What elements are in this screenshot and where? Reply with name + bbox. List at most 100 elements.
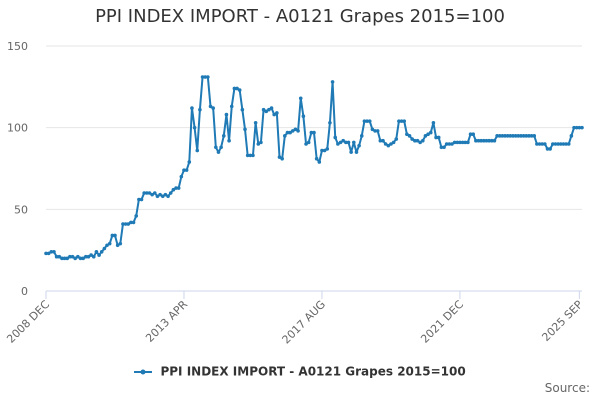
data-point[interactable] bbox=[179, 174, 184, 179]
data-point[interactable] bbox=[444, 142, 449, 146]
data-point[interactable] bbox=[115, 243, 120, 248]
data-point[interactable] bbox=[52, 250, 56, 254]
data-point[interactable] bbox=[256, 142, 261, 146]
data-point[interactable] bbox=[357, 143, 361, 148]
data-point[interactable] bbox=[221, 134, 226, 138]
data-point[interactable] bbox=[330, 80, 335, 84]
data-point[interactable] bbox=[195, 148, 200, 153]
data-point[interactable] bbox=[277, 155, 282, 159]
data-point[interactable] bbox=[497, 134, 502, 138]
data-point[interactable] bbox=[455, 140, 460, 145]
data-point[interactable] bbox=[54, 254, 59, 259]
data-point[interactable] bbox=[328, 120, 332, 125]
data-point[interactable] bbox=[558, 142, 563, 146]
data-point[interactable] bbox=[580, 125, 584, 130]
data-point[interactable] bbox=[280, 156, 284, 161]
data-point[interactable] bbox=[349, 150, 353, 154]
data-point[interactable] bbox=[243, 127, 247, 132]
data-point[interactable] bbox=[407, 134, 412, 138]
data-point[interactable] bbox=[158, 192, 162, 197]
data-point[interactable] bbox=[240, 107, 245, 112]
data-point[interactable] bbox=[203, 75, 208, 79]
data-point[interactable] bbox=[113, 233, 117, 238]
data-point[interactable] bbox=[415, 138, 420, 143]
data-point[interactable] bbox=[487, 138, 491, 143]
data-point[interactable] bbox=[325, 147, 330, 151]
data-point[interactable] bbox=[182, 168, 186, 172]
data-series[interactable] bbox=[44, 75, 584, 261]
data-point[interactable] bbox=[545, 147, 550, 151]
data-point[interactable] bbox=[359, 134, 364, 138]
data-point[interactable] bbox=[57, 254, 62, 259]
series-line[interactable] bbox=[46, 76, 582, 260]
data-point[interactable] bbox=[397, 119, 401, 123]
data-point[interactable] bbox=[121, 222, 125, 226]
data-point[interactable] bbox=[511, 134, 515, 138]
data-point[interactable] bbox=[184, 168, 189, 172]
data-point[interactable] bbox=[344, 140, 348, 145]
data-point[interactable] bbox=[78, 256, 83, 261]
data-point[interactable] bbox=[442, 145, 446, 150]
data-point[interactable] bbox=[267, 107, 271, 112]
data-point[interactable] bbox=[572, 125, 576, 130]
data-point[interactable] bbox=[73, 256, 77, 261]
data-point[interactable] bbox=[163, 192, 168, 197]
data-point[interactable] bbox=[65, 256, 70, 261]
data-point[interactable] bbox=[261, 107, 266, 112]
data-point[interactable] bbox=[460, 140, 465, 145]
data-point[interactable] bbox=[245, 153, 250, 158]
data-point[interactable] bbox=[237, 88, 242, 92]
data-point[interactable] bbox=[463, 140, 468, 145]
data-point[interactable] bbox=[206, 75, 210, 79]
data-point[interactable] bbox=[386, 143, 391, 148]
data-point[interactable] bbox=[314, 156, 319, 161]
data-point[interactable] bbox=[49, 250, 54, 254]
data-point[interactable] bbox=[548, 147, 552, 151]
data-point[interactable] bbox=[524, 134, 529, 138]
data-point[interactable] bbox=[341, 138, 345, 143]
data-point[interactable] bbox=[519, 134, 523, 138]
data-point[interactable] bbox=[540, 142, 544, 146]
data-point[interactable] bbox=[553, 142, 558, 146]
data-point[interactable] bbox=[399, 119, 404, 123]
data-point[interactable] bbox=[505, 134, 510, 138]
data-point[interactable] bbox=[375, 129, 380, 133]
data-point[interactable] bbox=[482, 138, 486, 143]
data-point[interactable] bbox=[91, 254, 96, 259]
data-point[interactable] bbox=[174, 186, 178, 190]
data-point[interactable] bbox=[513, 134, 518, 138]
data-point[interactable] bbox=[431, 120, 436, 125]
data-point[interactable] bbox=[97, 253, 101, 257]
data-point[interactable] bbox=[259, 140, 263, 145]
data-point[interactable] bbox=[320, 148, 324, 153]
data-point[interactable] bbox=[434, 135, 438, 140]
source-credit[interactable]: Source: bbox=[544, 381, 590, 395]
data-point[interactable] bbox=[129, 220, 133, 225]
data-point[interactable] bbox=[86, 254, 91, 259]
data-point[interactable] bbox=[492, 138, 497, 143]
data-point[interactable] bbox=[508, 134, 513, 138]
data-point[interactable] bbox=[155, 194, 160, 199]
data-point[interactable] bbox=[107, 241, 112, 246]
data-point[interactable] bbox=[227, 138, 231, 143]
data-point[interactable] bbox=[200, 75, 205, 79]
data-point[interactable] bbox=[402, 119, 407, 123]
data-point[interactable] bbox=[378, 138, 383, 143]
data-point[interactable] bbox=[561, 142, 566, 146]
data-point[interactable] bbox=[521, 134, 526, 138]
data-point[interactable] bbox=[235, 86, 239, 91]
data-point[interactable] bbox=[370, 127, 375, 132]
data-point[interactable] bbox=[232, 86, 237, 91]
data-point[interactable] bbox=[62, 256, 67, 261]
data-point[interactable] bbox=[301, 114, 306, 119]
data-point[interactable] bbox=[428, 130, 433, 135]
data-point[interactable] bbox=[198, 107, 202, 112]
data-point[interactable] bbox=[458, 140, 462, 145]
data-point[interactable] bbox=[383, 142, 388, 146]
data-point[interactable] bbox=[283, 134, 287, 138]
data-point[interactable] bbox=[145, 191, 149, 195]
data-point[interactable] bbox=[436, 135, 441, 140]
data-point[interactable] bbox=[84, 254, 88, 259]
data-point[interactable] bbox=[304, 142, 308, 146]
data-point[interactable] bbox=[190, 106, 194, 110]
